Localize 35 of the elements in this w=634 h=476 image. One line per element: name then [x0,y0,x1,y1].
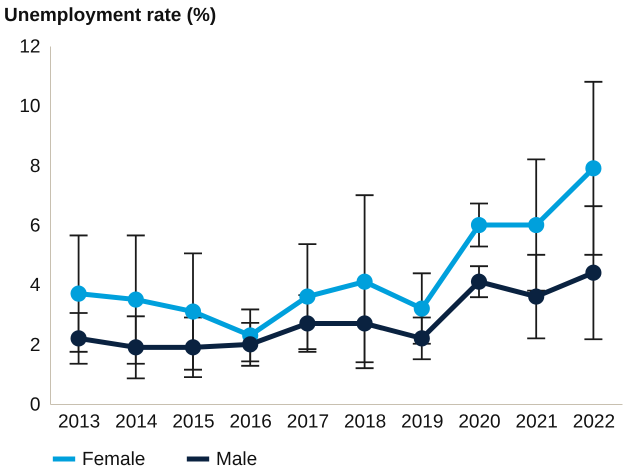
x-tick-label: 2017 [286,412,330,432]
point [70,286,87,302]
point [299,315,316,332]
point [128,292,144,308]
point [128,339,144,356]
y-tick-label: 2 [30,334,40,356]
point [585,160,602,176]
y-tick-label: 4 [30,275,41,296]
point [299,288,316,305]
y-tick-label: 12 [19,36,40,58]
point [528,216,544,234]
point [356,315,373,332]
point [70,330,87,346]
x-tick-label: 2018 [344,412,386,432]
point [184,339,202,356]
x-tick-label: 2021 [516,412,558,432]
x-tick-label: 2016 [230,412,272,432]
x-tick-label: 2014 [115,412,158,432]
y-tick-label: 10 [19,96,40,118]
y-tick-label: 6 [30,216,40,236]
x-tick-label: 2020 [458,412,501,432]
legend-label: Male [216,449,258,470]
x-tick-label: 2015 [172,412,215,432]
x-tick-label: 2022 [572,412,616,432]
legend-label: Female [82,449,146,470]
point [585,264,602,281]
x-tick-label: 2013 [58,412,100,432]
y-tick-label: 0 [30,394,40,416]
point [528,288,544,305]
y-tick-label: 8 [30,156,40,177]
point [184,303,202,320]
point [414,300,430,317]
y-axis-title: Unemployment rate (%) [4,5,216,26]
point [356,274,373,290]
x-tick-label: 2019 [401,412,444,432]
